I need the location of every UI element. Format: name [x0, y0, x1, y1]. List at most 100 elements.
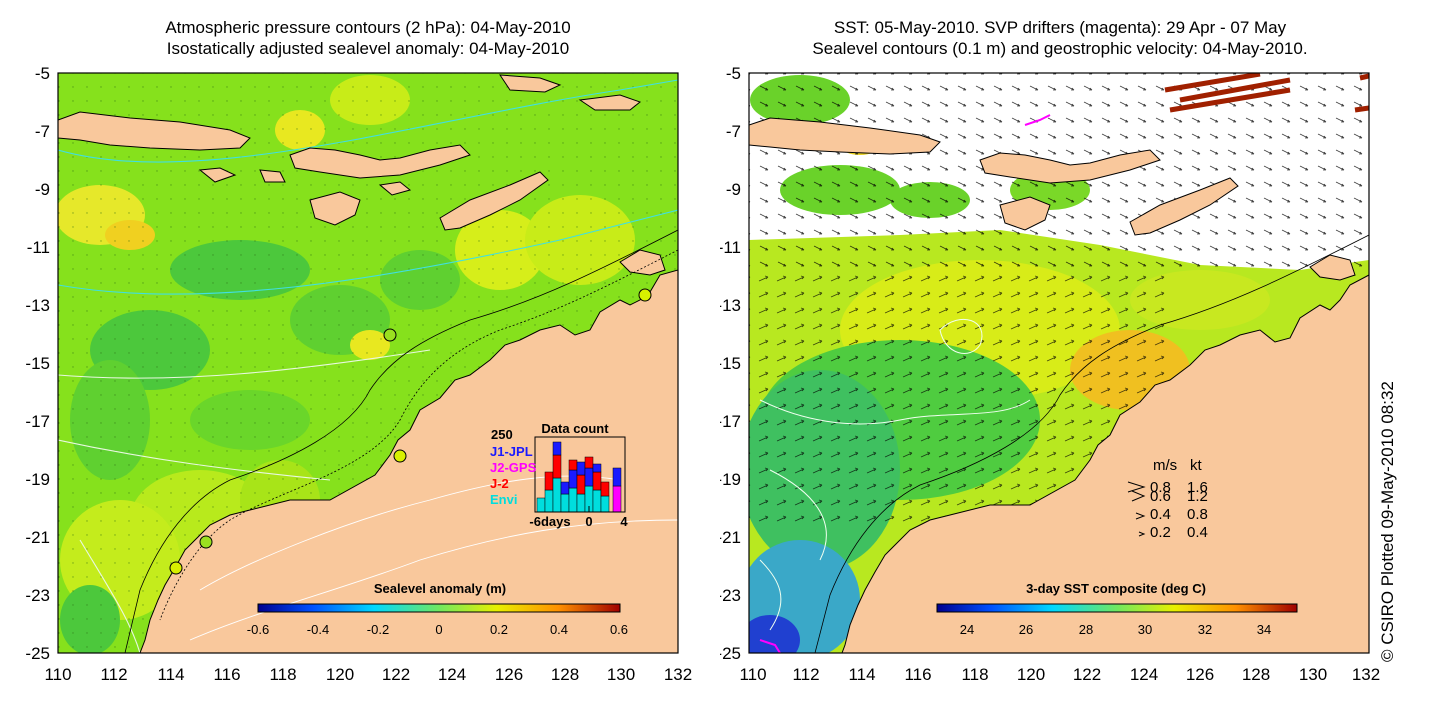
tide-gauges — [169, 288, 652, 575]
sst-tick: 24 — [960, 622, 974, 637]
lat-label: -5 — [726, 64, 741, 83]
pressure-contours — [58, 79, 678, 653]
indonesian-islands — [58, 74, 666, 276]
lon-label: 124 — [438, 665, 466, 684]
lon-label: 110 — [44, 665, 71, 684]
legend-j-2: J-2 — [490, 476, 509, 491]
lat-label: -25 — [25, 644, 50, 663]
lon-label: 122 — [1073, 665, 1101, 684]
legend-ms-0.4: 0.4 — [1150, 506, 1171, 523]
lon-label: 128 — [551, 665, 579, 684]
lat-label: -23 — [25, 586, 50, 605]
legend-arrow-0.4 — [1135, 512, 1146, 520]
lon-label: 116 — [904, 665, 931, 684]
legend-arrow-0.2 — [1138, 531, 1146, 537]
legend-kt-0.4: 0.4 — [1187, 524, 1208, 541]
lon-label: 126 — [495, 665, 523, 684]
right-lon-axis: 110 112 114 116 118 120 122 124 126 128 … — [739, 665, 1380, 684]
lat-label: -17 — [720, 412, 741, 431]
legend-header-kt: kt — [1190, 457, 1203, 474]
legend-ms-0.2: 0.2 — [1150, 524, 1171, 541]
lon-label: 116 — [213, 665, 240, 684]
svp-drifter-track — [1024, 114, 1051, 126]
lon-label: 132 — [664, 665, 692, 684]
lat-label: -15 — [25, 354, 50, 373]
lat-label: -21 — [25, 528, 50, 547]
sst-tick: 32 — [1198, 622, 1212, 637]
lat-label: -11 — [27, 238, 50, 257]
sealevel-contours — [759, 318, 1031, 631]
right-lat-axis: -5 -7 -9 -11 -13 -15 -17 -19 -21 -23 -25 — [720, 64, 741, 663]
lon-label: 132 — [1352, 665, 1380, 684]
lat-label: -17 — [25, 412, 50, 431]
right-map[interactable]: m/s kt 0.8 1.6 0.6 1.2 0.4 0.8 0.2 0.4 3… — [720, 0, 1440, 720]
right-map-frame — [748, 72, 1370, 654]
legend-ms-0.8: 0.8 — [1150, 479, 1171, 496]
lat-label: -9 — [35, 180, 50, 199]
inset-max-label: 250 — [491, 427, 513, 442]
left-lat-axis: -5 -7 -9 -11 -13 -15 -17 -19 -21 -23 -25 — [25, 64, 50, 663]
left-map[interactable]: Data count 250 — [0, 0, 720, 720]
velocity-legend: m/s kt 0.8 1.6 0.6 1.2 0.4 0.8 0.2 0.4 — [1127, 457, 1208, 541]
legend-arrow-0.6 — [1131, 490, 1146, 502]
lat-label: -5 — [35, 64, 50, 83]
left-map-frame — [57, 72, 679, 654]
sst-colorbar: 3-day SST composite (deg C) 24 26 28 30 … — [936, 581, 1298, 637]
legend-header-ms: m/s — [1153, 457, 1177, 474]
sla-colorbar-label: Sealevel anomaly (m) — [374, 581, 506, 596]
data-count-inset: Data count 250 — [490, 421, 628, 529]
shelf-contours — [814, 234, 1369, 653]
csiro-credit: © CSIRO Plotted 09-May-2010 08:32 — [1378, 381, 1397, 662]
legend-envi: Envi — [490, 492, 517, 507]
lon-label: 126 — [1186, 665, 1214, 684]
right-title-line1: SST: 05-May-2010. SVP drifters (magenta)… — [833, 18, 1287, 37]
lon-label: 114 — [157, 665, 184, 684]
lon-label: 112 — [100, 665, 127, 684]
sla-tick: 0.2 — [490, 622, 508, 637]
lon-label: 114 — [848, 665, 875, 684]
lat-label: -11 — [720, 238, 741, 257]
lon-label: 118 — [269, 665, 296, 684]
indonesian-islands — [749, 117, 1356, 281]
australia-land — [139, 269, 678, 653]
legend-ms-0.6: 0.6 — [1150, 488, 1171, 505]
right-title: SST: 05-May-2010. SVP drifters (magenta)… — [740, 17, 1380, 59]
lon-label: 120 — [1017, 665, 1045, 684]
sst-tick: 26 — [1019, 622, 1033, 637]
lon-label: 110 — [739, 665, 766, 684]
sla-tick: -0.2 — [367, 622, 389, 637]
sst-tick: 30 — [1138, 622, 1152, 637]
legend-j2-gps: J2-GPS — [490, 460, 537, 475]
lat-label: -13 — [720, 296, 741, 315]
inset-title: Data count — [541, 421, 609, 436]
lat-label: -13 — [25, 296, 50, 315]
legend-arrow-0.8 — [1127, 481, 1146, 493]
lat-label: -19 — [720, 470, 741, 489]
sla-tick: 0.4 — [550, 622, 568, 637]
sst-tick: 34 — [1257, 622, 1271, 637]
sst-colorbar-label: 3-day SST composite (deg C) — [1026, 581, 1206, 596]
sla-tick: -0.6 — [247, 622, 269, 637]
lon-label: 120 — [326, 665, 354, 684]
legend-j1-jpl: J1-JPL — [490, 444, 533, 459]
inset-frame — [534, 436, 626, 513]
right-title-line2: Sealevel contours (0.1 m) and geostrophi… — [812, 39, 1308, 58]
inset-tick-end: 4 — [620, 514, 628, 529]
legend-kt-1.2: 1.2 — [1187, 488, 1208, 505]
lon-label: 118 — [961, 665, 988, 684]
lon-label: 130 — [1299, 665, 1327, 684]
svp-drifter-track — [759, 639, 781, 653]
shelf-contours — [124, 229, 678, 653]
sla-tick: -0.4 — [307, 622, 329, 637]
lon-label: 112 — [792, 665, 819, 684]
left-title-line2: Isostatically adjusted sealevel anomaly:… — [166, 39, 570, 58]
lon-label: 124 — [1130, 665, 1158, 684]
sla-tick: 0 — [435, 622, 442, 637]
lat-label: -23 — [720, 586, 741, 605]
lat-label: -15 — [720, 354, 741, 373]
lat-label: -7 — [35, 122, 50, 141]
legend-kt-0.8: 0.8 — [1187, 506, 1208, 523]
left-title-line1: Atmospheric pressure contours (2 hPa): 0… — [165, 18, 571, 37]
inset-tick-start: -6days — [529, 514, 570, 529]
left-lon-axis: 110 112 114 116 118 120 122 124 126 128 … — [44, 665, 692, 684]
